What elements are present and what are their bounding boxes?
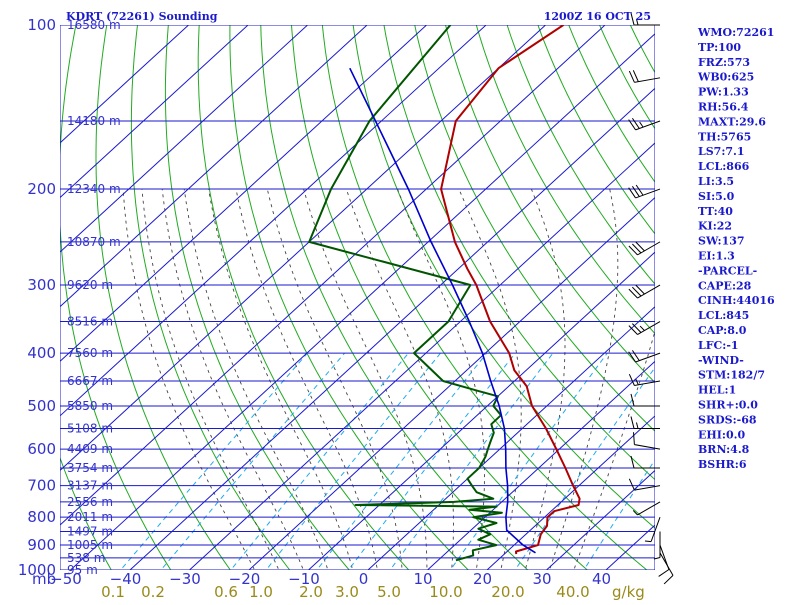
height-label: 10870 m [67,235,121,249]
mixing-ratio-tick-label: 40.0 [556,583,589,600]
sounding-index: LFC:-1 [698,339,739,352]
sounding-index: TT:40 [698,205,733,218]
sounding-index: BRN:4.8 [698,443,750,456]
sounding-index: SHR+:0.0 [698,399,758,412]
sounding-index: CAPE:28 [698,279,752,292]
height-label: 5850 m [67,399,113,413]
sounding-index: TP:100 [698,41,741,54]
mixing-ratio-tick-label: 5.0 [377,583,401,600]
height-label: 7560 m [67,346,113,360]
pressure-tick-label: 500 [27,397,56,415]
sounding-index: HEL:1 [698,384,736,397]
sounding-index: BSHR:6 [698,458,747,471]
temperature-tick-label: 20 [473,570,492,588]
sounding-index: -WIND- [698,354,744,367]
sounding-index: CAP:8.0 [698,324,747,337]
mixing-ratio-tick-label: 0.2 [141,583,165,600]
height-label: 5108 m [67,421,113,435]
timestamp-title: 1200Z 16 OCT 25 [544,10,651,23]
sounding-index: SW:137 [698,235,745,248]
sounding-index: SRDS:-68 [698,413,757,426]
sounding-index: EI:1.3 [698,250,735,263]
height-label: 14180 m [67,114,121,128]
sounding-index: LI:3.5 [698,175,734,188]
mixing-ratio-tick-label: 0.1 [101,583,125,600]
wind-barb-flag [664,575,673,584]
sounding-index: LCL:845 [698,309,749,322]
sounding-index: RH:56.4 [698,101,749,114]
sounding-indices: WMO:72261 TP:100 FRZ:573 WB0:625 PW:1.33 RH:5… [697,26,775,471]
sounding-index: LCL:866 [698,160,750,173]
sounding-index: SI:5.0 [698,190,735,203]
wind-barb-staff [660,545,669,569]
pressure-tick-label: 300 [27,276,56,294]
mixing-ratio-tick-label: 20.0 [491,583,524,600]
wind-barb [660,553,673,584]
pressure-tick-label: 400 [27,344,56,362]
sounding-index: STM:182/7 [698,369,765,382]
dry-adiabat-line [769,0,800,581]
pressure-tick-label: 900 [27,536,56,554]
temperature-tick-label: −50 [50,570,82,588]
sounding-index: EHI:0.0 [698,428,745,441]
temperature-tick-label: −30 [169,570,201,588]
pressure-tick-label: 700 [27,477,56,495]
height-label: 12340 m [67,182,121,196]
sounding-index: KI:22 [698,220,732,233]
mixing-ratio-tick-label: 0.6 [214,583,238,600]
height-label: 2556 m [67,495,113,509]
sounding-index: WMO:72261 [697,26,774,39]
sounding-index: LS7:7.1 [698,145,745,158]
wind-barb-flag [659,569,669,576]
sounding-index: -PARCEL- [698,264,757,277]
mixing-ratio-tick-label: 1.0 [249,583,273,600]
sounding-index: PW:1.33 [698,86,749,99]
mixing-ratio-tick-label: 2.0 [299,583,323,600]
mixing-ratio-tick-label: 10.0 [429,583,462,600]
mixing-ratio-tick-label: 3.0 [335,583,359,600]
height-label: 4409 m [67,442,113,456]
temperature-tick-label: 40 [592,570,611,588]
sounding-index: FRZ:573 [698,56,750,69]
sounding-index: MAXT:29.6 [698,115,766,128]
pressure-tick-label: 800 [27,508,56,526]
height-label: 9620 m [67,278,113,292]
height-label: 6667 m [67,374,113,388]
wind-barb-half [645,541,651,542]
pressure-tick-label: 200 [27,180,56,198]
height-label: 8516 m [67,315,113,329]
height-label: 3137 m [67,479,113,493]
temperature-tick-label: 0 [359,570,369,588]
sounding-index: CINH:44016 [698,294,775,307]
pressure-tick-label: 600 [27,440,56,458]
height-label: 1497 m [67,525,113,539]
height-label: 3754 m [67,461,113,475]
station-title: KDRT (72261) Sounding [66,10,218,23]
mixing-ratio-unit-label: g/kg [612,583,645,600]
temperature-tick-label: 30 [532,570,551,588]
height-label: 2011 m [67,510,113,524]
plot-area [60,25,655,570]
pressure-tick-label: 100 [27,16,56,34]
sounding-index: TH:5765 [698,130,751,143]
chart-background [60,25,655,570]
sounding-index: WB0:625 [697,71,754,84]
